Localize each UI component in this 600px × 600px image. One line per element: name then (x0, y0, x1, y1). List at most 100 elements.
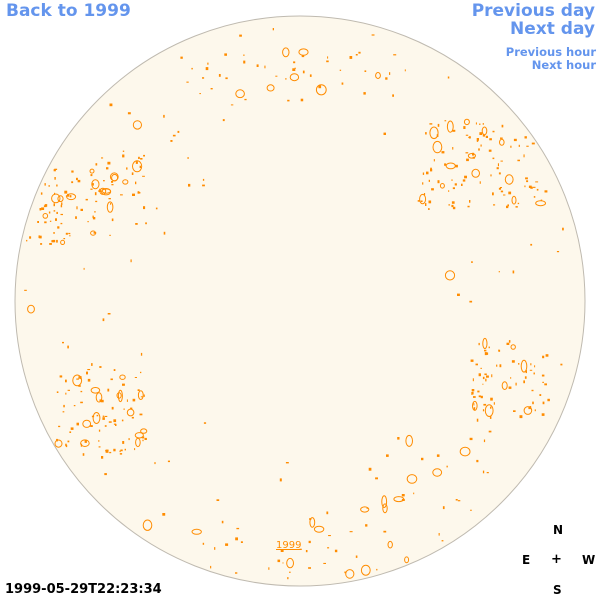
magnetic-feature (225, 77, 228, 80)
magnetic-feature (482, 409, 485, 412)
magnetic-feature (268, 567, 270, 570)
magnetic-feature (111, 218, 114, 222)
magnetic-feature (471, 389, 475, 392)
magnetic-feature (82, 453, 85, 456)
magnetic-feature (533, 196, 536, 198)
magnetic-feature (285, 78, 287, 80)
magnetic-feature (529, 369, 533, 371)
magnetic-feature (180, 56, 183, 59)
magnetic-feature (428, 208, 430, 210)
magnetic-feature (486, 375, 489, 378)
magnetic-feature (52, 239, 56, 243)
magnetic-feature (222, 119, 225, 122)
magnetic-feature (478, 148, 480, 151)
magnetic-feature (105, 451, 109, 453)
magnetic-feature (41, 207, 45, 210)
compass-south-label: S (553, 583, 562, 597)
magnetic-feature (299, 548, 302, 550)
magnetic-feature (87, 378, 91, 382)
magnetic-feature (444, 163, 447, 166)
magnetic-feature (498, 349, 500, 351)
magnetic-feature (475, 363, 478, 366)
magnetic-feature (364, 70, 367, 72)
magnetic-feature (92, 183, 94, 186)
compass-center-mark: + (551, 552, 562, 567)
magnetic-feature (106, 167, 109, 170)
magnetic-feature (444, 120, 447, 122)
magnetic-feature (235, 572, 238, 574)
magnetic-feature (140, 396, 143, 398)
magnetic-feature (471, 261, 473, 263)
magnetic-feature (202, 178, 205, 181)
magnetic-feature (69, 431, 72, 433)
magnetic-feature (138, 156, 140, 159)
magnetic-feature (480, 144, 482, 147)
magnetic-feature (154, 462, 156, 465)
magnetic-feature (202, 77, 205, 79)
previous-day-link[interactable]: Previous day (471, 1, 595, 21)
magnetic-feature (556, 251, 560, 253)
magnetic-feature (51, 240, 54, 243)
magnetic-feature (484, 349, 487, 352)
magnetic-feature (420, 200, 423, 202)
magnetic-feature (67, 345, 69, 349)
magnetic-feature (53, 169, 56, 172)
magnetic-feature (140, 371, 142, 374)
magnetic-feature (124, 448, 126, 451)
magnetic-feature (76, 206, 78, 210)
magnetic-feature (122, 154, 125, 158)
magnetic-feature (109, 451, 112, 454)
magnetic-feature (86, 371, 88, 375)
magnetic-feature (376, 568, 378, 571)
magnetic-feature (466, 158, 469, 162)
magnetic-feature (437, 123, 440, 127)
magnetic-feature (239, 34, 242, 37)
next-day-link[interactable]: Next day (510, 19, 595, 39)
magnetic-feature (326, 511, 329, 515)
magnetic-feature (140, 428, 148, 434)
back-to-year-link[interactable]: Back to 1999 (6, 1, 131, 21)
magnetic-feature (202, 542, 205, 545)
magnetic-feature (289, 73, 300, 82)
magnetic-feature (482, 376, 485, 380)
magnetic-feature (191, 528, 202, 535)
magnetic-feature (355, 555, 358, 558)
magnetic-feature (482, 383, 484, 385)
previous-hour-link[interactable]: Previous hour (505, 45, 596, 59)
magnetic-feature (315, 84, 327, 96)
magnetic-feature (441, 151, 445, 154)
magnetic-feature (489, 138, 492, 141)
magnetic-feature (534, 365, 536, 368)
magnetic-feature (119, 450, 121, 453)
magnetic-feature (526, 145, 529, 147)
magnetic-feature (87, 221, 89, 223)
magnetic-feature (137, 192, 141, 194)
magnetic-feature (385, 77, 388, 80)
magnetic-feature (530, 363, 532, 366)
magnetic-feature (428, 200, 432, 204)
magnetic-feature (493, 402, 495, 405)
magnetic-feature (122, 179, 129, 185)
magnetic-feature (210, 565, 212, 569)
magnetic-feature (309, 517, 316, 528)
magnetic-feature (99, 399, 102, 402)
year-link[interactable]: 1999 (276, 540, 302, 551)
next-hour-link[interactable]: Next hour (531, 58, 596, 72)
magnetic-feature (64, 190, 68, 194)
magnetic-feature (381, 495, 388, 509)
magnetic-feature (54, 177, 56, 180)
magnetic-feature (413, 492, 415, 495)
magnetic-feature (365, 524, 368, 527)
magnetic-feature (334, 549, 338, 553)
magnetic-feature (37, 221, 39, 223)
magnetic-feature (530, 243, 533, 246)
magnetic-feature (520, 359, 528, 373)
magnetic-feature (68, 232, 71, 235)
magnetic-feature (421, 457, 424, 461)
magnetic-feature (467, 205, 470, 208)
magnetic-feature (140, 158, 143, 160)
magnetic-feature (115, 424, 117, 426)
magnetic-feature (375, 72, 381, 79)
magnetic-feature (90, 425, 93, 427)
